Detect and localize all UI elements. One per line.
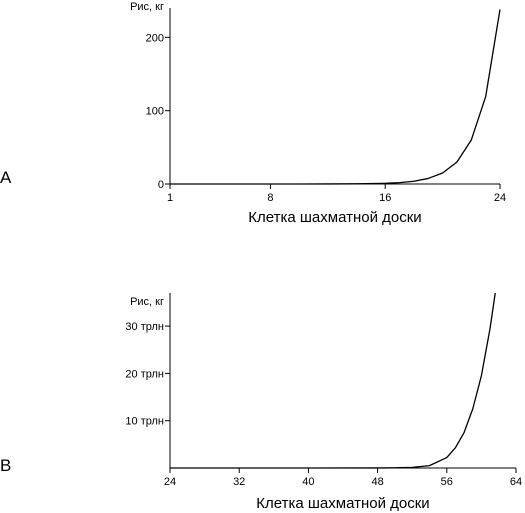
panel-b-label: B (0, 456, 11, 475)
panel-a-label: A (0, 168, 12, 187)
x-tick-label: 40 (302, 476, 314, 488)
x-axis-label: Клетка шахматной доски (248, 209, 421, 226)
x-tick-label: 56 (441, 476, 453, 488)
x-tick-label: 24 (164, 476, 176, 488)
x-tick-label: 48 (371, 476, 383, 488)
x-tick-label: 16 (379, 192, 391, 204)
x-tick-label: 8 (267, 192, 273, 204)
x-tick-label: 32 (233, 476, 245, 488)
y-axis-label: Рис, кг (130, 296, 164, 308)
y-tick-label: 200 (146, 32, 164, 44)
y-tick-label: 100 (146, 106, 164, 118)
y-tick-label: 20 трлн (125, 368, 164, 380)
series-line (170, 9, 501, 185)
chart-panel-b: 24 32 40 48 56 64 10 трлн 20 трлн 30 трлн Рис, кг… (125, 292, 522, 512)
x-tick-label: 1 (167, 192, 173, 204)
y-tick-label: 30 трлн (125, 321, 164, 333)
y-axis-label: Рис, кг (130, 1, 164, 13)
series-line (170, 292, 496, 469)
y-tick-label: 10 трлн (125, 416, 164, 428)
x-axis-label: Клетка шахматной доски (256, 495, 429, 512)
chart-panel-a: 1 8 16 24 0 100 200 Рис, кг Клетка шахматной дос… (130, 1, 506, 226)
x-tick-label: 64 (510, 476, 522, 488)
y-tick-label: 0 (158, 179, 164, 191)
x-tick-label: 24 (494, 192, 506, 204)
